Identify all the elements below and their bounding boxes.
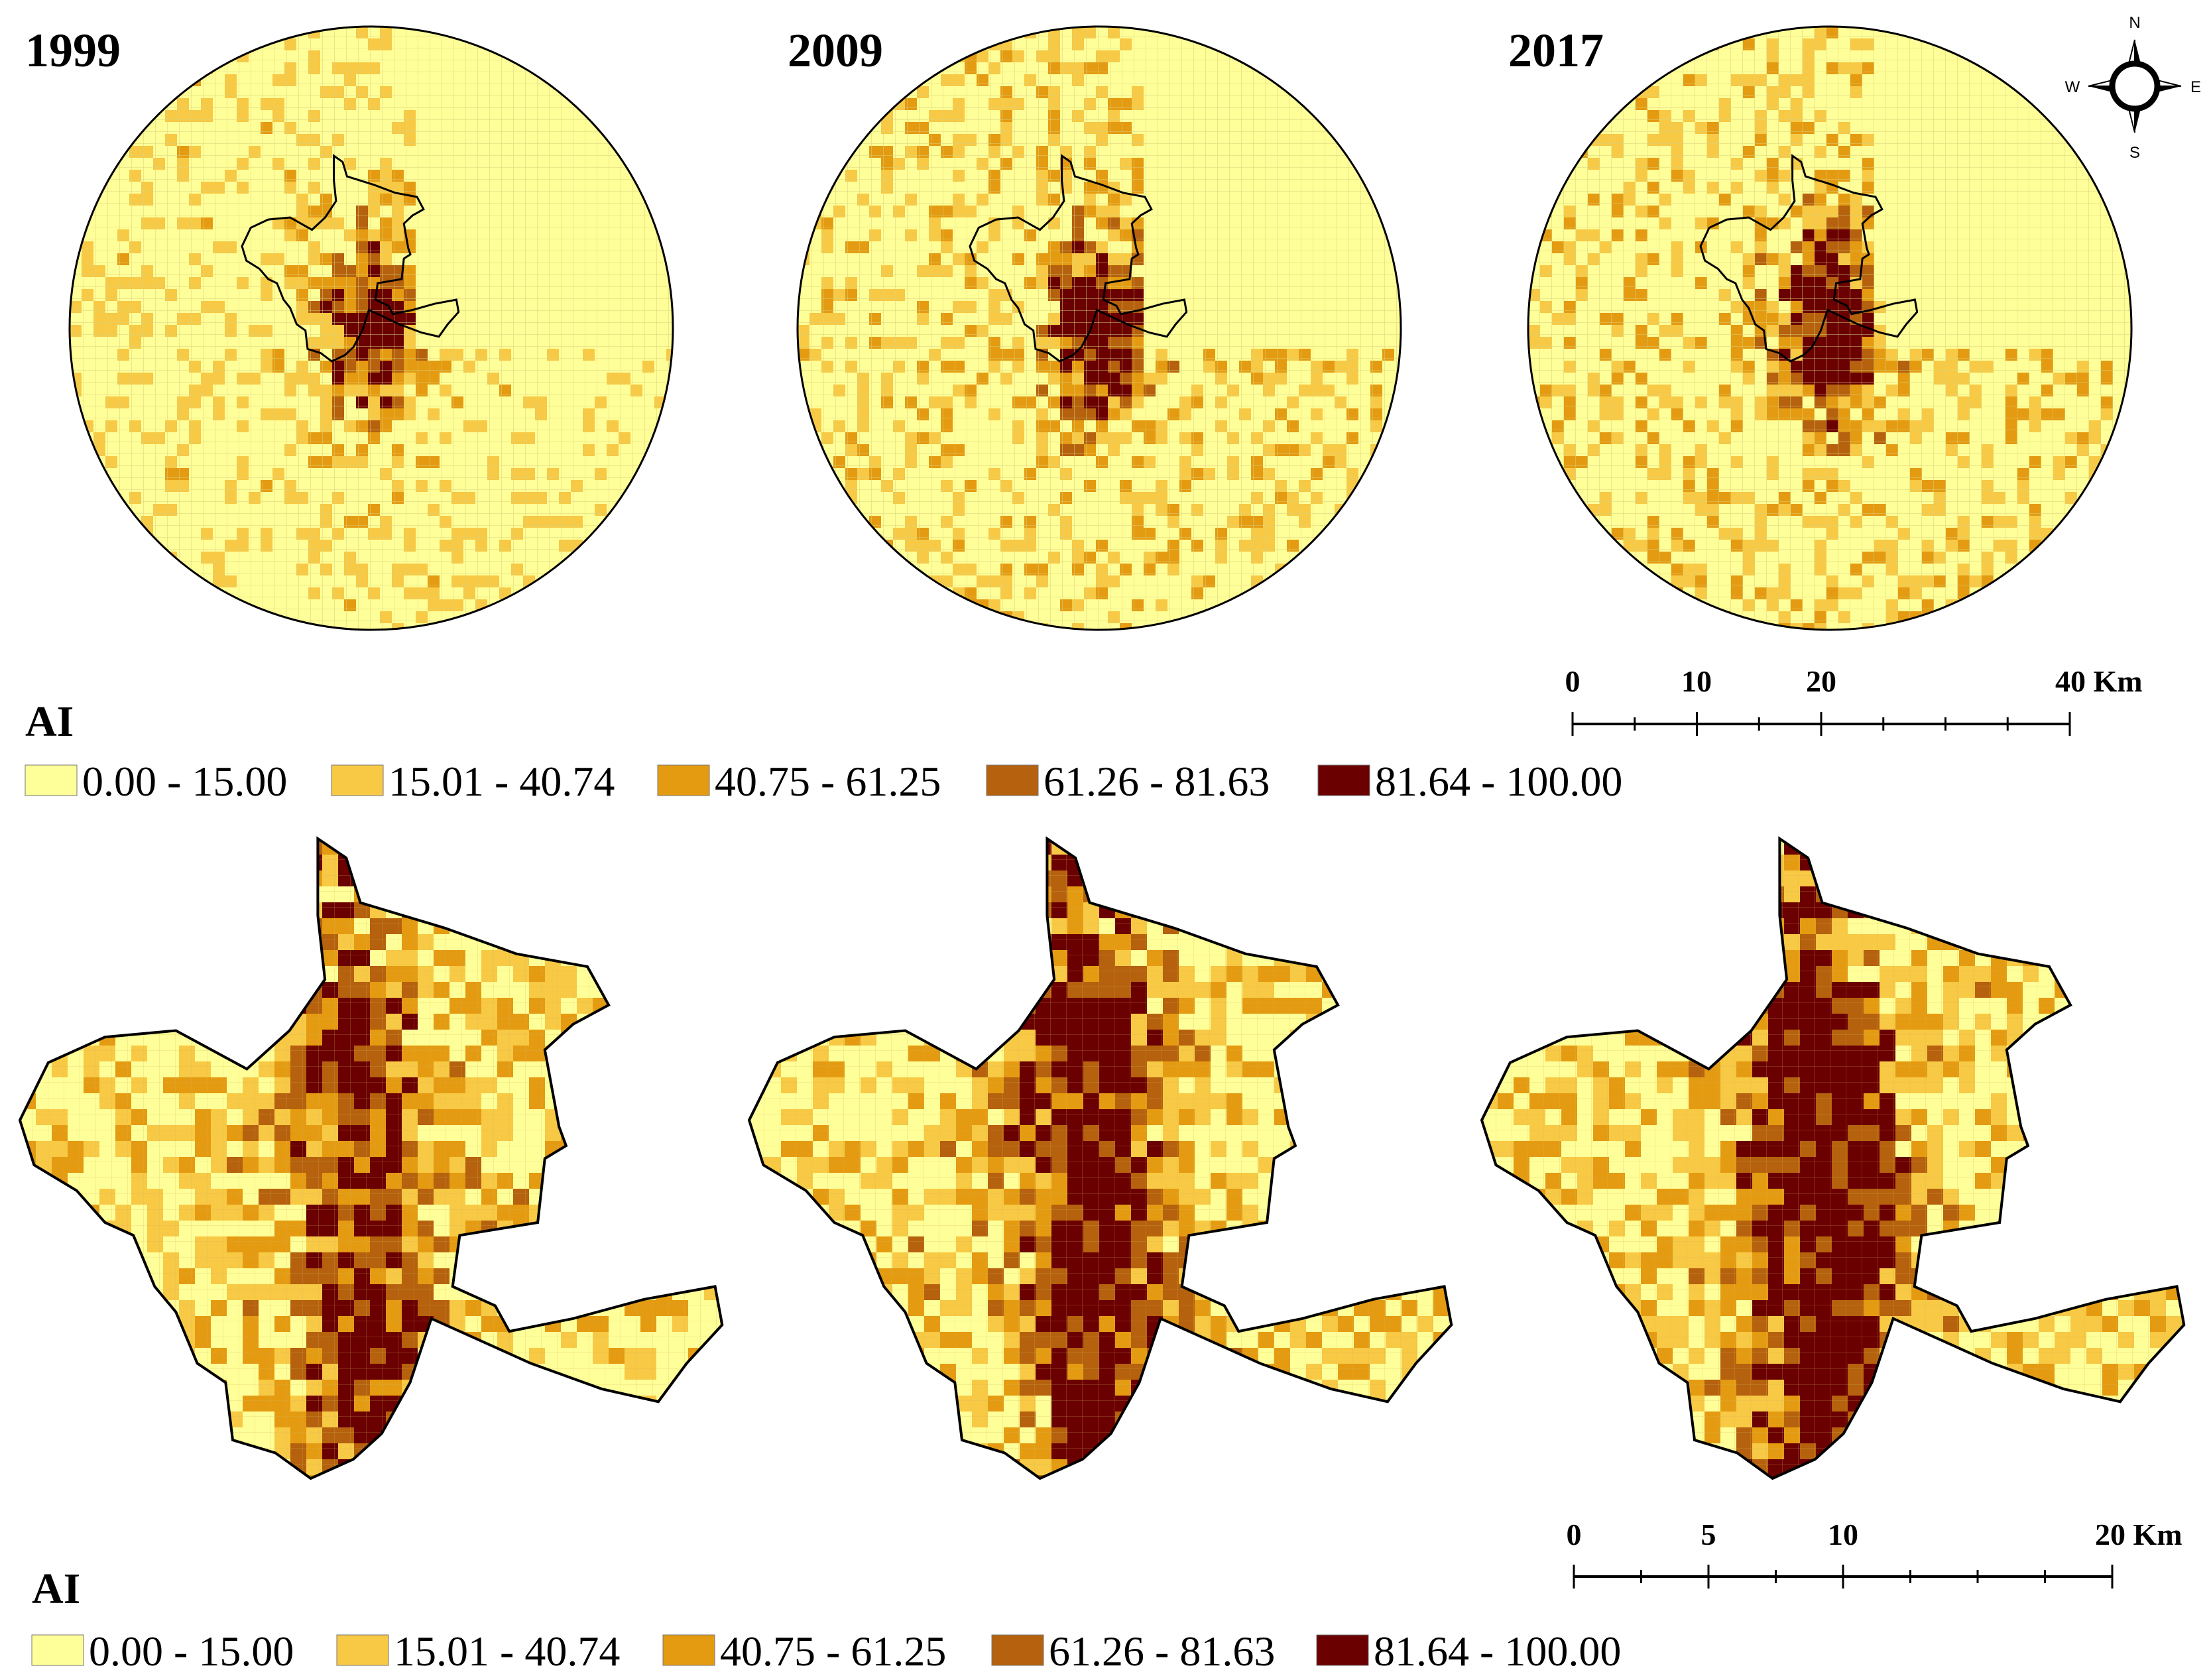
panel-title-2009: 2009 <box>788 24 883 77</box>
scale-label-10: 10 <box>1828 1518 1858 1551</box>
legend-swatch <box>25 764 78 796</box>
legend-bottom: AI 0.00 - 15.00 15.01 - 40.74 40.75 - 61.2… <box>31 1565 1621 1675</box>
regional-map-2009 <box>796 25 1402 631</box>
legend-label: 61.26 - 81.63 <box>1044 758 1270 805</box>
legend-label: 40.75 - 61.25 <box>720 1628 946 1675</box>
city-map-1999 <box>18 836 724 1480</box>
legend-swatch <box>657 764 710 796</box>
scale-bar-city: 0 5 10 20 Km <box>1567 1518 2182 1589</box>
scale-label-0: 0 <box>1565 664 1581 698</box>
legend-label: 15.01 - 40.74 <box>394 1628 620 1675</box>
legend-swatch <box>991 1634 1044 1666</box>
city-boundary-outline <box>1699 154 1919 363</box>
legend-label: 40.75 - 61.25 <box>715 758 941 805</box>
legend-swatch <box>31 1634 84 1666</box>
compass-s: S <box>2129 144 2140 162</box>
scale-label-10: 10 <box>1681 664 1712 698</box>
regional-map-1999 <box>68 25 674 631</box>
legend-swatch <box>1316 1634 1369 1666</box>
compass-rose-icon: N S E W <box>2065 14 2201 162</box>
legend-title: AI <box>32 1565 80 1613</box>
scale-label-0: 0 <box>1567 1518 1582 1551</box>
city-boundary-outline <box>241 154 460 363</box>
city-boundary <box>1480 836 2186 1480</box>
scale-bar-regional: 0 10 20 40 Km <box>1565 664 2143 736</box>
regional-map-2017 <box>1527 25 2133 631</box>
legend-swatch <box>336 1634 389 1666</box>
legend-swatch <box>986 764 1039 796</box>
legend-label: 81.64 - 100.00 <box>1375 758 1622 805</box>
compass-e: E <box>2190 78 2201 96</box>
city-boundary-outline <box>969 154 1188 363</box>
city-map-2009 <box>747 836 1453 1480</box>
city-boundary <box>18 836 724 1480</box>
scale-label-20km: 20 Km <box>2095 1518 2182 1551</box>
legend-label: 61.26 - 81.63 <box>1049 1628 1275 1675</box>
panel-title-2017: 2017 <box>1508 24 1604 77</box>
compass-n: N <box>2129 14 2140 32</box>
legend-label: 15.01 - 40.74 <box>388 758 615 805</box>
legend-label: 0.00 - 15.00 <box>89 1628 294 1675</box>
legend-label: 0.00 - 15.00 <box>82 758 287 805</box>
scale-label-40km: 40 Km <box>2055 664 2143 698</box>
legend-label: 81.64 - 100.00 <box>1374 1628 1621 1675</box>
scale-label-20: 20 <box>1806 664 1836 698</box>
legend-title: AI <box>25 697 74 746</box>
legend-swatch <box>1317 764 1370 796</box>
legend-top: AI 0.00 - 15.00 15.01 - 40.74 40.75 - 61.2… <box>25 697 1622 805</box>
scale-label-5: 5 <box>1701 1518 1716 1551</box>
legend-swatch <box>662 1634 715 1666</box>
compass-w: W <box>2065 78 2080 96</box>
city-map-2017 <box>1480 836 2186 1480</box>
legend-swatch <box>331 764 384 796</box>
city-boundary <box>747 836 1453 1480</box>
panel-title-1999: 1999 <box>25 24 121 77</box>
